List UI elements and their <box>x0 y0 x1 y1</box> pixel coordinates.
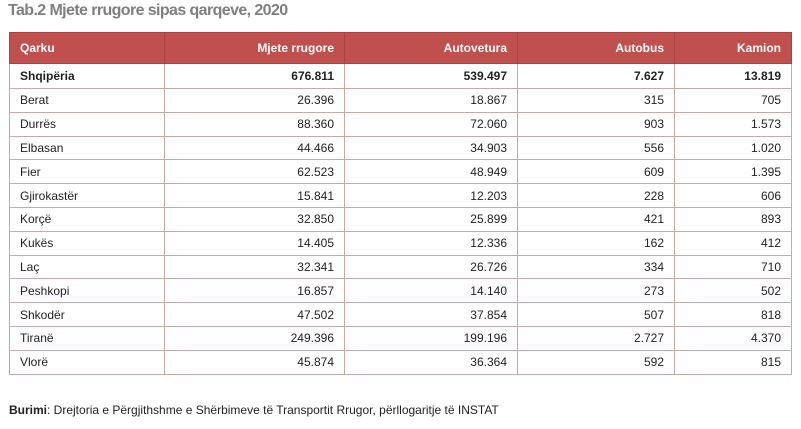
cell-trucks: 13.819 <box>674 63 792 89</box>
cell-trucks: 818 <box>674 302 792 327</box>
cell-buses: 334 <box>517 254 675 280</box>
cell-road-vehicles: 62.523 <box>164 159 345 185</box>
cell-trucks: 1.395 <box>674 159 792 185</box>
cell-buses: 609 <box>517 159 675 185</box>
cell-trucks: 4.370 <box>674 325 792 351</box>
table-row: Peshkopi 16.857 14.140 273 502 <box>9 278 792 304</box>
table-title: Tab.2 Mjete rrugore sipas qarqeve, 2020 <box>8 2 288 19</box>
table-row: Fier 62.523 48.949 609 1.395 <box>9 159 792 185</box>
header-row: Qarku Mjete rrugore Autovetura Autobus K… <box>9 32 792 64</box>
cell-buses: 556 <box>517 135 675 161</box>
cell-cars: 14.140 <box>344 278 518 304</box>
cell-road-vehicles: 88.360 <box>164 111 345 137</box>
cell-cars: 36.364 <box>344 349 518 375</box>
table-row: Durrës 88.360 72.060 903 1.573 <box>9 111 792 137</box>
cell-region: Berat <box>9 88 165 113</box>
cell-buses: 507 <box>517 302 675 327</box>
table-header: Qarku Mjete rrugore Autovetura Autobus K… <box>9 32 792 64</box>
column-header-cars: Autovetura <box>344 32 518 64</box>
cell-region: Tiranë <box>9 325 165 351</box>
cell-trucks: 502 <box>674 278 792 304</box>
cell-cars: 12.203 <box>344 183 518 208</box>
cell-cars: 48.949 <box>344 159 518 185</box>
cell-buses: 2.727 <box>517 325 675 351</box>
cell-buses: 228 <box>517 183 675 208</box>
table-row: Shkodër 47.502 37.854 507 818 <box>9 302 792 327</box>
table-row: Berat 26.396 18.867 315 705 <box>9 88 792 113</box>
source-label: Burimi <box>9 403 48 417</box>
cell-road-vehicles: 32.341 <box>164 254 345 280</box>
cell-trucks: 705 <box>674 88 792 113</box>
table-body: Shqipëria 676.811 539.497 7.627 13.819 Berat 2… <box>9 63 792 375</box>
cell-trucks: 815 <box>674 349 792 375</box>
table-row: Laç 32.341 26.726 334 710 <box>9 254 792 280</box>
cell-road-vehicles: 26.396 <box>164 88 345 113</box>
data-table: Qarku Mjete rrugore Autovetura Autobus K… <box>9 32 792 375</box>
cell-road-vehicles: 45.874 <box>164 349 345 375</box>
table-row: Tiranë 249.396 199.196 2.727 4.370 <box>9 325 792 351</box>
cell-trucks: 1.573 <box>674 111 792 137</box>
cell-cars: 26.726 <box>344 254 518 280</box>
cell-cars: 18.867 <box>344 88 518 113</box>
cell-region: Gjirokastër <box>9 183 165 208</box>
cell-buses: 421 <box>517 206 675 232</box>
cell-road-vehicles: 249.396 <box>164 325 345 351</box>
cell-trucks: 710 <box>674 254 792 280</box>
column-header-buses: Autobus <box>517 32 675 64</box>
column-header-region: Qarku <box>9 32 165 64</box>
cell-region: Korçë <box>9 206 165 232</box>
cell-cars: 25.899 <box>344 206 518 232</box>
cell-trucks: 893 <box>674 206 792 232</box>
cell-road-vehicles: 44.466 <box>164 135 345 161</box>
column-header-trucks: Kamion <box>674 32 792 64</box>
cell-road-vehicles: 676.811 <box>164 63 345 89</box>
table-row: Gjirokastër 15.841 12.203 228 606 <box>9 183 792 208</box>
cell-road-vehicles: 16.857 <box>164 278 345 304</box>
cell-buses: 315 <box>517 88 675 113</box>
table-row: Kukës 14.405 12.336 162 412 <box>9 230 792 256</box>
cell-road-vehicles: 47.502 <box>164 302 345 327</box>
cell-buses: 7.627 <box>517 63 675 89</box>
cell-region: Shqipëria <box>9 63 165 89</box>
cell-region: Peshkopi <box>9 278 165 304</box>
source-note: Burimi: Drejtoria e Përgjithshme e Shërb… <box>9 403 499 417</box>
cell-region: Elbasan <box>9 135 165 161</box>
table-row: Vlorë 45.874 36.364 592 815 <box>9 349 792 375</box>
source-text: : Drejtoria e Përgjithshme e Shërbimeve … <box>47 403 499 417</box>
cell-region: Durrës <box>9 111 165 137</box>
table-row: Korçë 32.850 25.899 421 893 <box>9 206 792 232</box>
cell-road-vehicles: 14.405 <box>164 230 345 256</box>
cell-road-vehicles: 32.850 <box>164 206 345 232</box>
cell-region: Shkodër <box>9 302 165 327</box>
cell-cars: 539.497 <box>344 63 518 89</box>
table-row: Elbasan 44.466 34.903 556 1.020 <box>9 135 792 161</box>
column-header-road-vehicles: Mjete rrugore <box>164 32 345 64</box>
table-row-total: Shqipëria 676.811 539.497 7.627 13.819 <box>9 63 792 89</box>
cell-region: Fier <box>9 159 165 185</box>
cell-buses: 592 <box>517 349 675 375</box>
cell-cars: 199.196 <box>344 325 518 351</box>
cell-trucks: 412 <box>674 230 792 256</box>
cell-region: Laç <box>9 254 165 280</box>
cell-trucks: 1.020 <box>674 135 792 161</box>
cell-region: Vlorë <box>9 349 165 375</box>
cell-buses: 273 <box>517 278 675 304</box>
cell-road-vehicles: 15.841 <box>164 183 345 208</box>
cell-cars: 72.060 <box>344 111 518 137</box>
cell-cars: 37.854 <box>344 302 518 327</box>
cell-buses: 162 <box>517 230 675 256</box>
cell-cars: 34.903 <box>344 135 518 161</box>
cell-region: Kukës <box>9 230 165 256</box>
cell-trucks: 606 <box>674 183 792 208</box>
cell-buses: 903 <box>517 111 675 137</box>
cell-cars: 12.336 <box>344 230 518 256</box>
